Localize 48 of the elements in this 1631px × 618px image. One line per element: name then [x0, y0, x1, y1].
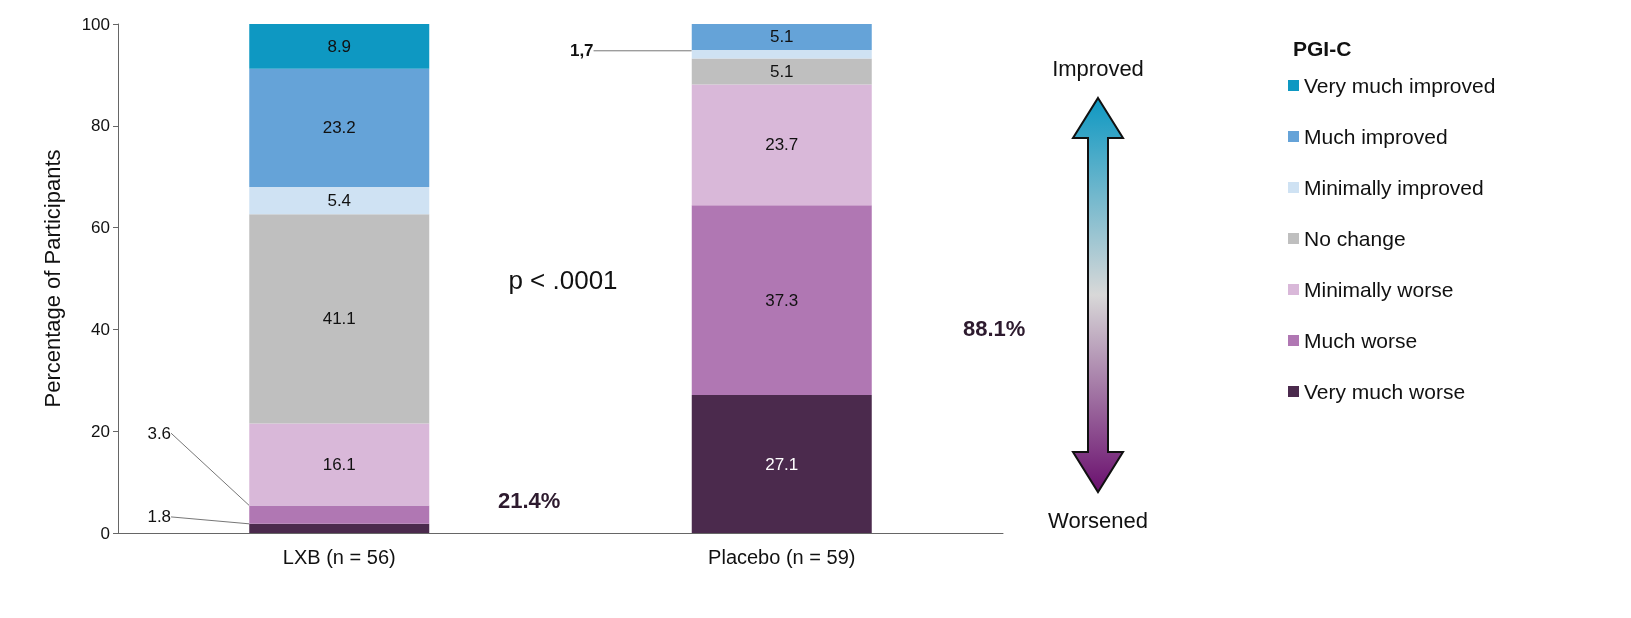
bar	[249, 523, 430, 533]
data-label: 1,7	[569, 41, 594, 61]
bar	[249, 505, 430, 524]
legend-title: PGI-C	[1293, 37, 1352, 60]
bar	[249, 214, 430, 424]
annotation: 88.1%	[963, 315, 1026, 341]
data-label: 23.7	[765, 135, 799, 155]
bar	[249, 24, 430, 69]
bar	[691, 205, 872, 396]
y-tick-label: 40	[91, 319, 110, 339]
x-tick-label: LXB (n = 56)	[282, 546, 396, 568]
bar	[249, 423, 430, 506]
legend-label: No change	[1304, 227, 1406, 250]
text: Worsened	[1048, 507, 1148, 533]
legend-label: Minimally worse	[1304, 278, 1454, 301]
x-tick-label: Placebo (n = 59)	[708, 546, 856, 568]
y-tick-label: 20	[91, 421, 110, 441]
data-label: 3.6	[147, 423, 172, 443]
data-label: 5.1	[769, 62, 794, 82]
y-tick-label: 60	[91, 218, 110, 238]
y-tick-label: 80	[91, 116, 110, 136]
bar	[249, 68, 430, 187]
annotation: 21.4%	[498, 487, 561, 513]
legend-label: Very much worse	[1304, 380, 1466, 403]
data-label: 1.8	[147, 507, 172, 527]
data-label: 41.1	[322, 309, 356, 329]
bar	[691, 24, 872, 50]
annotation: p < .0001	[508, 265, 618, 295]
data-label: 5.4	[327, 191, 352, 211]
bar	[691, 84, 872, 206]
bar	[691, 49, 872, 59]
data-label: 16.1	[322, 455, 356, 475]
data-label: 23.2	[322, 118, 356, 138]
data-label: 27.1	[765, 454, 799, 474]
text: Improved	[1052, 55, 1144, 81]
y-tick-label: 100	[81, 14, 110, 34]
bar	[691, 58, 872, 85]
y-tick-label: 0	[100, 523, 110, 543]
y-axis-title: Percentage of Participants	[39, 149, 65, 408]
bar	[249, 186, 430, 215]
legend-label: Much worse	[1304, 329, 1418, 352]
data-label: 8.9	[327, 36, 352, 56]
legend-label: Much improved	[1304, 125, 1448, 148]
legend-label: Very much improved	[1304, 74, 1496, 97]
data-label: 37.3	[765, 290, 799, 310]
bar	[691, 395, 872, 533]
data-label: 5.1	[769, 27, 794, 47]
legend-label: Minimally improved	[1304, 176, 1484, 199]
